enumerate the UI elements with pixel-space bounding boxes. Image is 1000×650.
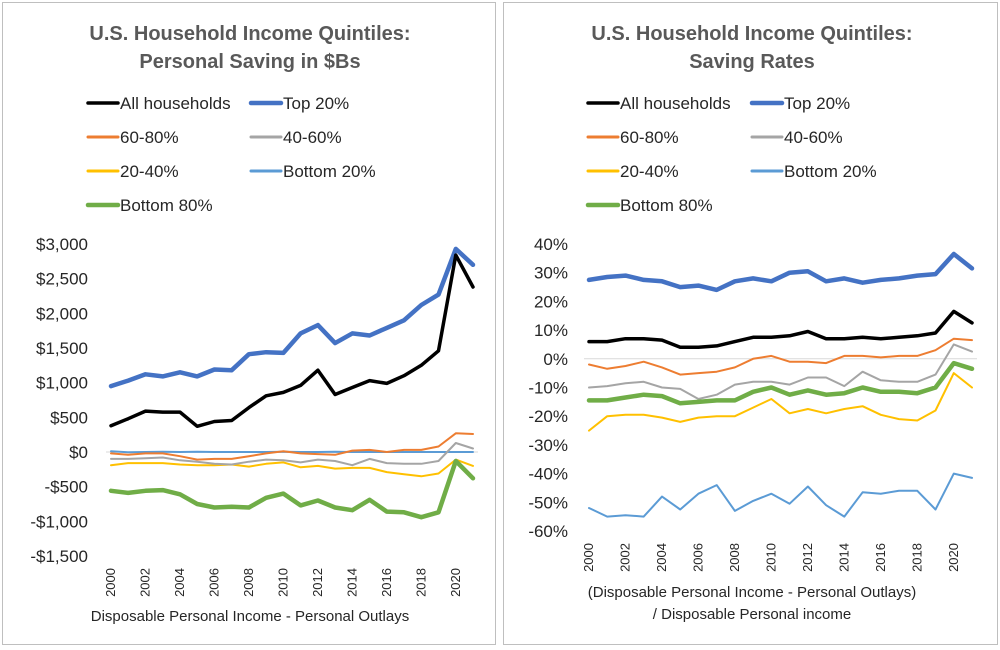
- series-line-20-40-: [110, 458, 474, 478]
- legend-label: Top 20%: [283, 94, 349, 113]
- legend-label: Bottom 20%: [784, 162, 877, 181]
- x-tick-label: 2010: [275, 568, 290, 597]
- legend-label: 60-80%: [620, 128, 679, 147]
- x-axis-label: Disposable Personal Income - Personal Ou…: [91, 608, 410, 625]
- x-tick-label: 2012: [800, 543, 815, 572]
- legend-label: All households: [120, 94, 231, 113]
- y-tick-label: -10%: [528, 379, 568, 398]
- x-tick-label: 2010: [763, 543, 778, 572]
- x-axis-label: / Disposable Personal income: [653, 606, 851, 623]
- legend-label: 40-60%: [784, 128, 843, 147]
- y-tick-label: -$1,500: [30, 547, 88, 566]
- legend-label: 20-40%: [620, 162, 679, 181]
- y-tick-label: -$1,000: [30, 512, 88, 531]
- y-tick-label: 20%: [534, 292, 568, 311]
- x-tick-label: 2000: [103, 568, 118, 597]
- x-tick-label: 2016: [379, 568, 394, 597]
- y-tick-label: $2,500: [36, 270, 88, 289]
- x-tick-label: 2008: [241, 568, 256, 597]
- x-tick-label: 2014: [344, 568, 359, 597]
- x-tick-label: 2020: [946, 543, 961, 572]
- legend-label: 40-60%: [283, 128, 342, 147]
- x-tick-label: 2002: [617, 543, 632, 572]
- series-line-bottom-80-: [586, 360, 975, 406]
- x-tick-label: 2006: [690, 543, 705, 572]
- series-line-60-80-: [110, 432, 474, 461]
- y-tick-label: -40%: [528, 465, 568, 484]
- legend-label: Bottom 80%: [620, 196, 713, 215]
- y-tick-label: 30%: [534, 264, 568, 283]
- series-line-bottom-80-: [108, 458, 476, 520]
- chart-title-line: Personal Saving in $Bs: [139, 51, 360, 73]
- y-tick-label: 0%: [543, 350, 568, 369]
- y-tick-label: $1,000: [36, 374, 88, 393]
- y-tick-label: $2,000: [36, 304, 88, 323]
- series-line-top-20-: [586, 251, 975, 293]
- y-tick-label: $0: [69, 443, 88, 462]
- series-line-all-households: [109, 253, 475, 429]
- chart-title-line: U.S. Household Income Quintiles:: [591, 23, 912, 45]
- series-line-all-households: [587, 309, 974, 350]
- y-tick-label: -50%: [528, 493, 568, 512]
- x-tick-label: 2000: [581, 543, 596, 572]
- y-tick-label: $3,000: [36, 235, 88, 254]
- legend-label: Bottom 80%: [120, 196, 213, 215]
- y-tick-label: -20%: [528, 407, 568, 426]
- x-tick-label: 2012: [310, 568, 325, 597]
- x-tick-label: 2004: [654, 543, 669, 572]
- series-line-40-60-: [110, 442, 474, 467]
- y-tick-label: 40%: [534, 235, 568, 254]
- saving-dollars-chart: U.S. Household Income Quintiles: Personal…: [30, 23, 478, 625]
- x-tick-label: 2002: [137, 568, 152, 597]
- y-tick-label: -$500: [45, 478, 88, 497]
- saving-rates-panel: U.S. Household Income Quintiles: Saving R…: [503, 2, 998, 645]
- x-tick-label: 2016: [873, 543, 888, 572]
- legend-label: Bottom 20%: [283, 162, 376, 181]
- x-tick-label: 2020: [448, 568, 463, 597]
- saving-rates-chart: U.S. Household Income Quintiles: Saving R…: [528, 23, 977, 623]
- series-line-top-20-: [108, 246, 476, 389]
- x-tick-label: 2006: [206, 568, 221, 597]
- chart-title-line: Saving Rates: [689, 51, 815, 73]
- series-line-20-40-: [588, 372, 973, 432]
- x-tick-label: 2008: [727, 543, 742, 572]
- x-tick-label: 2014: [836, 543, 851, 572]
- series-line-40-60-: [588, 343, 973, 400]
- y-tick-label: $500: [50, 408, 88, 427]
- y-tick-label: -30%: [528, 436, 568, 455]
- legend-label: All households: [620, 94, 731, 113]
- chart-title-line: U.S. Household Income Quintiles:: [89, 23, 410, 45]
- x-tick-label: 2004: [172, 568, 187, 597]
- saving-dollars-panel: U.S. Household Income Quintiles: Personal…: [2, 2, 496, 645]
- y-tick-label: -60%: [528, 522, 568, 541]
- series-line-bottom-20-: [588, 472, 973, 518]
- legend-label: 20-40%: [120, 162, 179, 181]
- legend-label: Top 20%: [784, 94, 850, 113]
- y-tick-label: 10%: [534, 321, 568, 340]
- series-line-60-80-: [588, 337, 973, 376]
- y-tick-label: $1,500: [36, 339, 88, 358]
- legend-label: 60-80%: [120, 128, 179, 147]
- x-axis-label: (Disposable Personal Income - Personal O…: [588, 584, 916, 601]
- x-tick-label: 2018: [413, 568, 428, 597]
- x-tick-label: 2018: [909, 543, 924, 572]
